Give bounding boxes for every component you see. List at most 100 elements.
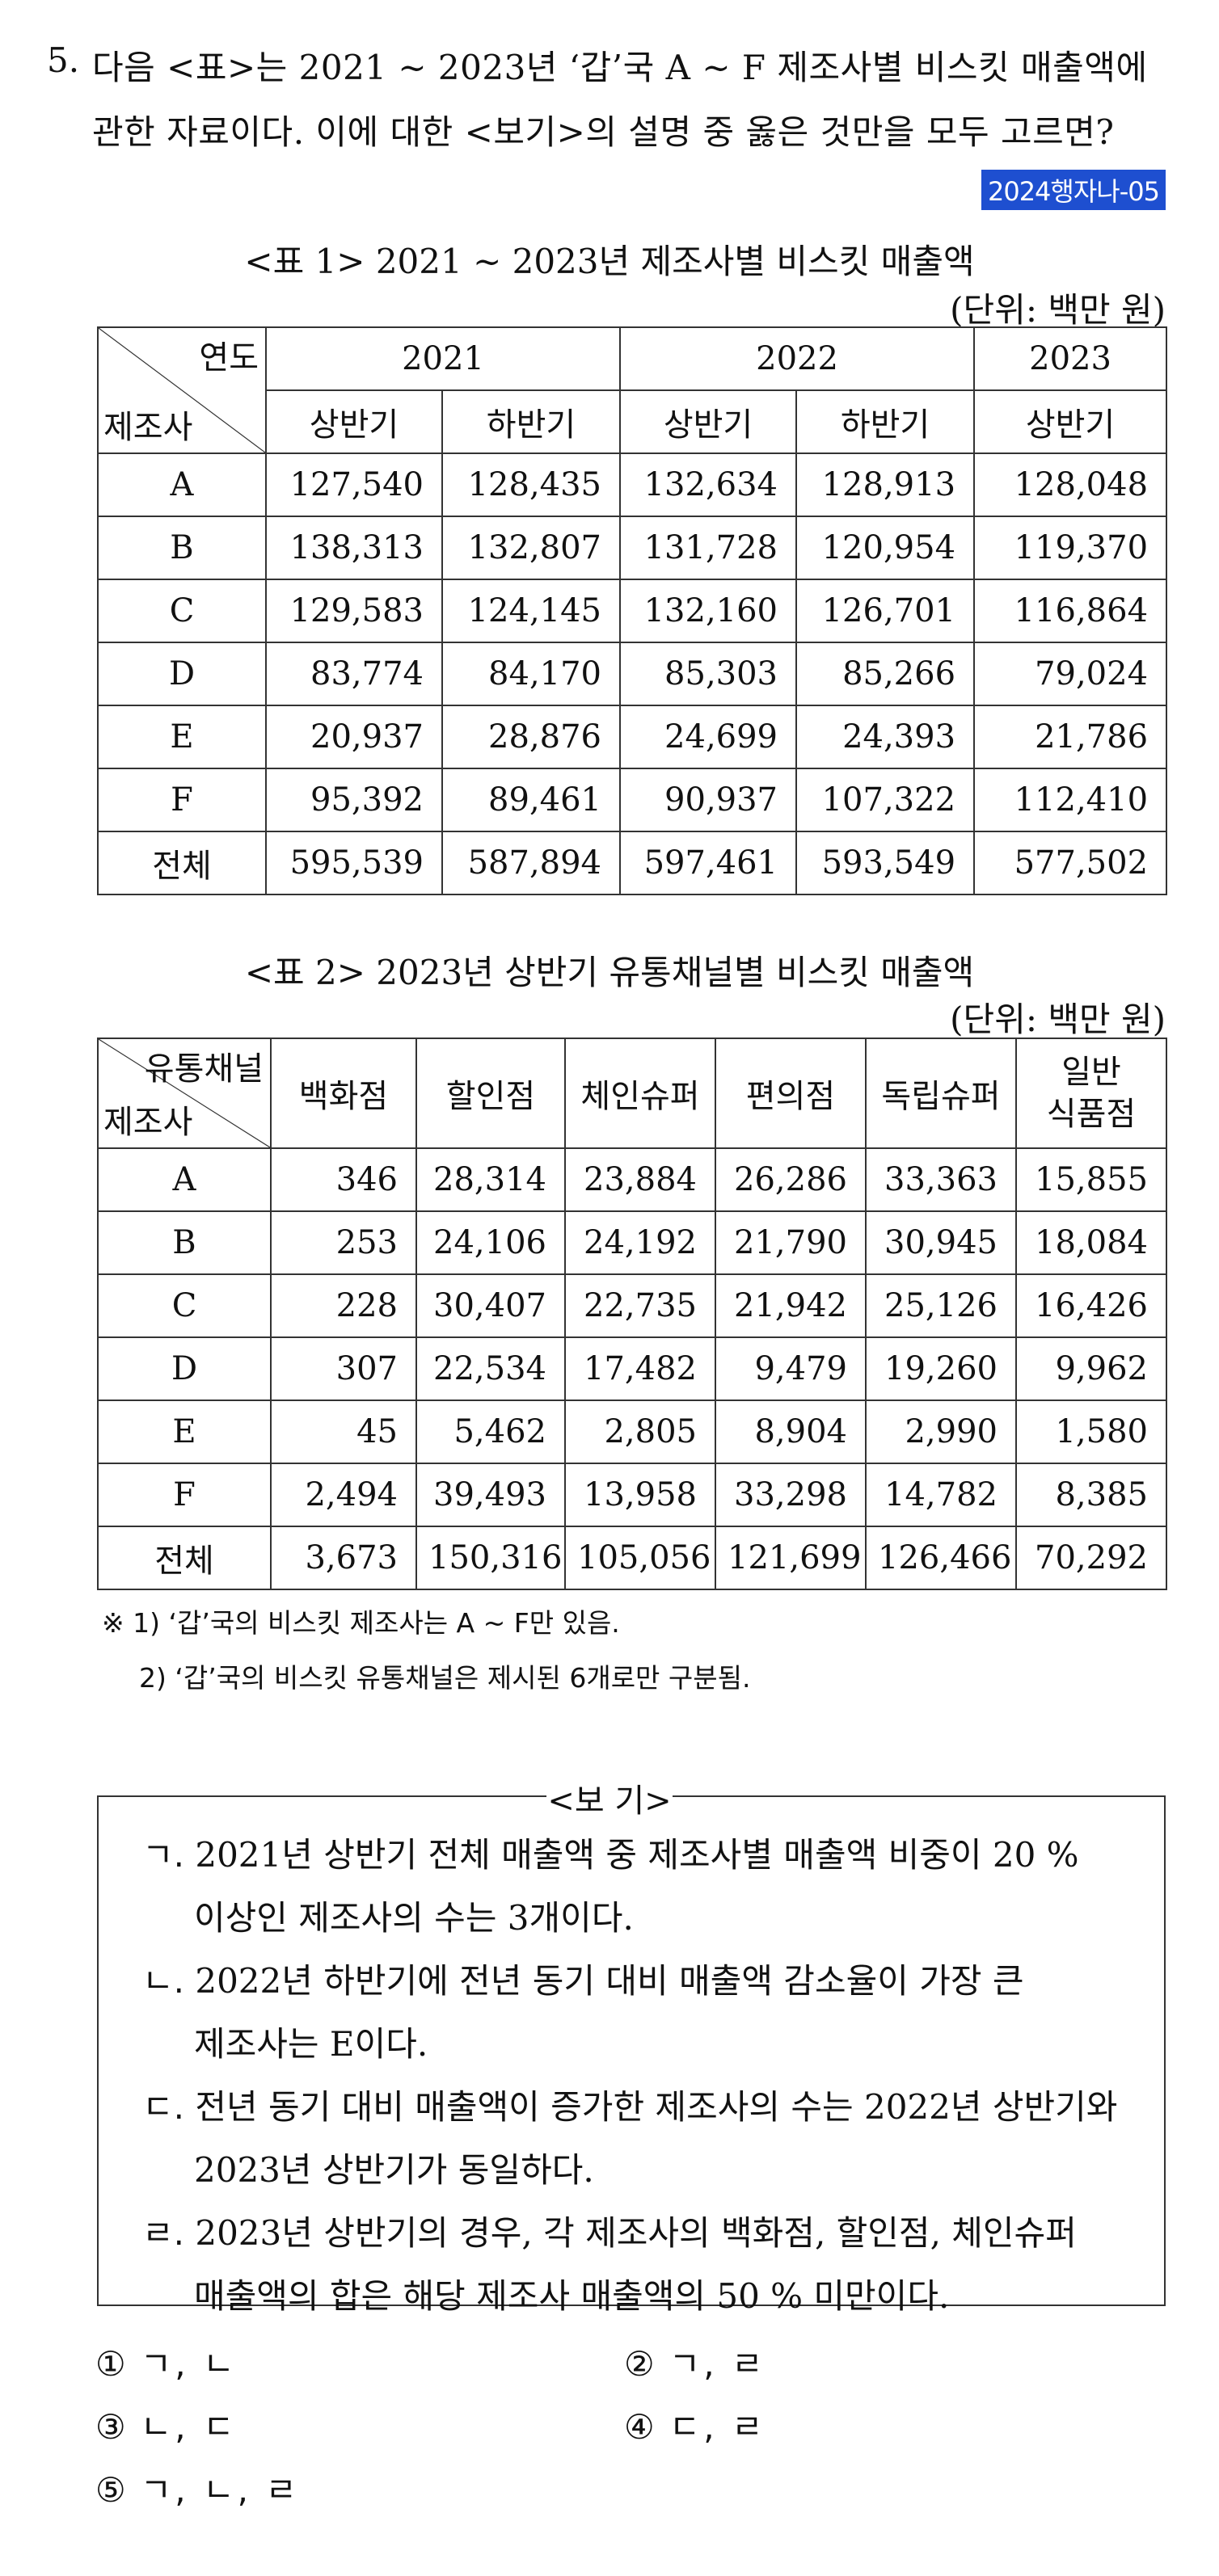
table1-row: A 127,540 128,435 132,634 128,913 128,048 [97, 452, 1168, 517]
bogi-box [97, 1795, 1166, 2306]
bogi-item-2-cont: 제조사는 E이다. [194, 2024, 428, 2064]
table2-cell: 22,735 [564, 1273, 716, 1338]
table2-cell: 23,884 [564, 1147, 716, 1212]
table1-cell: 126,701 [795, 579, 976, 643]
table2-cell: 30,945 [865, 1210, 1017, 1275]
table1-caption: <표 1> 2021 ~ 2023년 제조사별 비스킷 매출액 [244, 242, 975, 281]
table2-row: C 228 30,407 22,735 21,942 25,126 16,426 [97, 1273, 1167, 1338]
table2-cell: 121,699 [715, 1526, 867, 1590]
table1-cell: 24,393 [795, 705, 976, 769]
table2-cell: 26,286 [715, 1147, 867, 1212]
table1-cell: 79,024 [973, 642, 1168, 706]
table2-channel-header: 할인점 [415, 1038, 566, 1149]
bogi-item-1: ㄱ. 2021년 상반기 전체 매출액 중 제조사별 매출액 비중이 20 % [142, 1835, 1079, 1875]
table2-cell: 2,990 [865, 1400, 1017, 1464]
option-5[interactable]: ⑤ ㄱ, ㄴ, ㄹ [95, 2470, 300, 2510]
table1-cell: 127,540 [265, 452, 443, 517]
table1-cell: 593,549 [795, 831, 976, 895]
table1-corner-cell: 연도 제조사 [97, 326, 267, 454]
bogi-item-3: ㄷ. 전년 동기 대비 매출액이 증가한 제조사의 수는 2022년 상반기와 [142, 2087, 1118, 2127]
table2-cell: 21,790 [715, 1210, 867, 1275]
table1-cell: 28,876 [441, 705, 622, 769]
table2-cell: 25,126 [865, 1273, 1017, 1338]
table1-cell: 89,461 [441, 768, 622, 832]
table1-corner-maker: 제조사 [103, 409, 193, 446]
table2-cell: 24,192 [564, 1210, 716, 1275]
table1-cell: 124,145 [441, 579, 622, 643]
table2-row-label: D [97, 1336, 272, 1401]
table1-cell: 112,410 [973, 768, 1168, 832]
table1-cell: 128,913 [795, 452, 976, 517]
table2-channel-header: 체인슈퍼 [564, 1038, 716, 1149]
table1-row: D 83,774 84,170 85,303 85,266 79,024 [97, 642, 1168, 706]
table2-channel-header: 백화점 [270, 1038, 417, 1149]
table2-channel-line: 식품점 [1046, 1096, 1137, 1133]
table2-row: F 2,494 39,493 13,958 33,298 14,782 8,385 [97, 1463, 1167, 1527]
table2-channel-header: 일반 식품점 [1015, 1038, 1167, 1149]
table2-row: A 346 28,314 23,884 26,286 33,363 15,855 [97, 1147, 1167, 1212]
table2-cell: 21,942 [715, 1273, 867, 1338]
table1-cell: 85,303 [619, 642, 798, 706]
table1-unit: (단위: 백만 원) [950, 290, 1166, 330]
table1-cell: 128,048 [973, 452, 1168, 517]
table1-cell: 587,894 [441, 831, 622, 895]
table2-cell: 24,106 [415, 1210, 566, 1275]
table1-cell: 132,160 [619, 579, 798, 643]
table2-cell: 150,316 [415, 1526, 566, 1590]
table2-cell: 16,426 [1015, 1273, 1167, 1338]
table2-row: E 45 5,462 2,805 8,904 2,990 1,580 [97, 1400, 1167, 1464]
table1-half-header: 상반기 [973, 389, 1168, 454]
table1-year: 2023 [973, 326, 1168, 391]
table2-cell: 14,782 [865, 1463, 1017, 1527]
table1-corner-year: 연도 [199, 339, 259, 377]
note-1: ※ 1) ‘갑’국의 비스킷 제조사는 A ~ F만 있음. [102, 1607, 620, 1639]
table1-row: F 95,392 89,461 90,937 107,322 112,410 [97, 768, 1168, 832]
table2-cell: 45 [270, 1400, 417, 1464]
table2-cell: 1,580 [1015, 1400, 1167, 1464]
table2-cell: 19,260 [865, 1336, 1017, 1401]
source-tag: 2024행자나-05 [981, 170, 1166, 210]
option-3[interactable]: ③ ㄴ, ㄷ [95, 2407, 238, 2447]
table1-cell: 132,634 [619, 452, 798, 517]
option-1[interactable]: ① ㄱ, ㄴ [95, 2344, 238, 2384]
table2-cell: 18,084 [1015, 1210, 1167, 1275]
question-line-1: 다음 <표>는 2021 ~ 2023년 ‘갑’국 A ~ F 제조사별 비스킷… [92, 48, 1148, 87]
table2-cell: 13,958 [564, 1463, 716, 1527]
table1-year: 2021 [264, 326, 622, 391]
table2-row: D 307 22,534 17,482 9,479 19,260 9,962 [97, 1336, 1167, 1401]
table2-row: B 253 24,106 24,192 21,790 30,945 18,084 [97, 1210, 1167, 1275]
table2-row-label: 전체 [97, 1526, 272, 1590]
table2-cell: 2,494 [270, 1463, 417, 1527]
table2-cell: 8,904 [715, 1400, 867, 1464]
table1-cell: 120,954 [795, 516, 976, 580]
table2-cell: 307 [270, 1336, 417, 1401]
table2-cell: 33,363 [865, 1147, 1017, 1212]
table1-row: B 138,313 132,807 131,728 120,954 119,370 [97, 516, 1168, 580]
table2-cell: 33,298 [715, 1463, 867, 1527]
table1-half-header: 상반기 [265, 389, 443, 454]
table2-cell: 346 [270, 1147, 417, 1212]
table2-channel-header: 편의점 [715, 1038, 867, 1149]
table2-cell: 9,962 [1015, 1336, 1167, 1401]
table2-cell: 17,482 [564, 1336, 716, 1401]
table1-cell: 21,786 [973, 705, 1168, 769]
table1-cell: 85,266 [795, 642, 976, 706]
table2-cell: 253 [270, 1210, 417, 1275]
option-4[interactable]: ④ ㄷ, ㄹ [624, 2407, 766, 2447]
bogi-item-2: ㄴ. 2022년 하반기에 전년 동기 대비 매출액 감소율이 가장 큰 [142, 1961, 1024, 2001]
table1-cell: 129,583 [265, 579, 443, 643]
table2-row-label: B [97, 1210, 272, 1275]
table1-cell: 119,370 [973, 516, 1168, 580]
bogi-title: <보 기> [0, 1774, 1219, 1821]
table1-cell: 83,774 [265, 642, 443, 706]
table2-cell: 15,855 [1015, 1147, 1167, 1212]
table2-row-label: C [97, 1273, 272, 1338]
table1-row-label: D [97, 642, 267, 706]
bogi-item-4: ㄹ. 2023년 상반기의 경우, 각 제조사의 백화점, 할인점, 체인슈퍼 [142, 2213, 1077, 2253]
option-2[interactable]: ② ㄱ, ㄹ [624, 2344, 766, 2384]
bogi-item-1-cont: 이상인 제조사의 수는 3개이다. [194, 1898, 634, 1938]
table1-row-label: F [97, 768, 267, 832]
table1-row-label: A [97, 452, 267, 517]
table1-row: C 129,583 124,145 132,160 126,701 116,864 [97, 579, 1168, 643]
table2-corner-cell: 유통채널 제조사 [97, 1038, 272, 1149]
